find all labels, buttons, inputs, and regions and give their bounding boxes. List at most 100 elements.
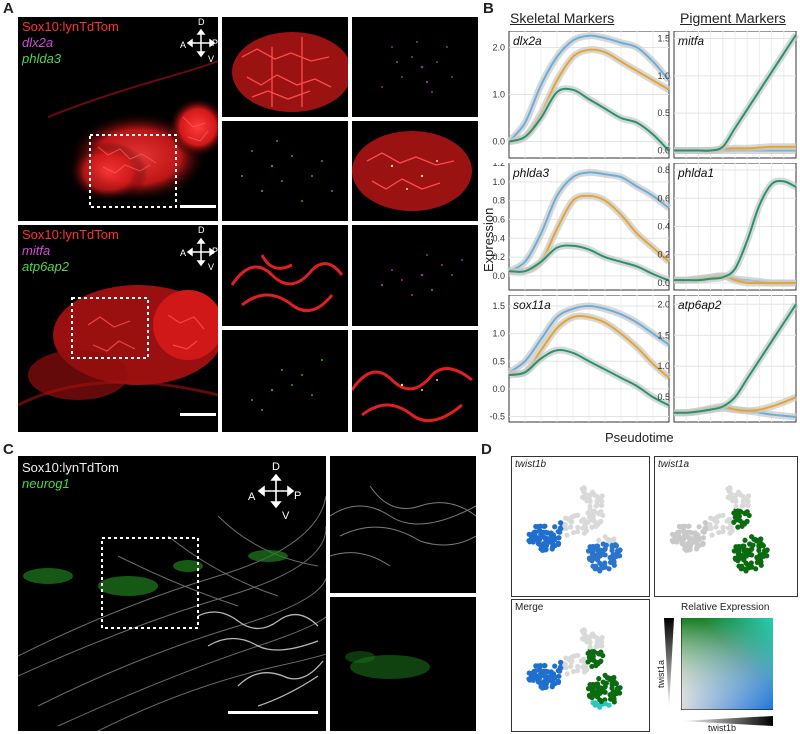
plot-title: sox11a	[513, 298, 551, 312]
micrograph-a-top-main	[18, 17, 218, 221]
umap-point	[616, 548, 623, 554]
umap-point	[596, 547, 603, 553]
umap-point	[756, 542, 762, 549]
umap-point	[541, 673, 548, 679]
compass-d-2: D	[198, 225, 205, 235]
y-tick-label: 0.0	[492, 271, 505, 281]
umap-point	[526, 670, 532, 676]
umap-point	[764, 553, 770, 559]
compass-v: V	[208, 54, 215, 64]
umap-point	[758, 558, 764, 565]
umap-point	[760, 543, 766, 549]
umap-point	[590, 653, 596, 659]
wedge-horizontal-icon	[681, 716, 773, 726]
series-line-orange	[673, 274, 796, 285]
umap-point	[717, 513, 723, 519]
umap-point	[730, 497, 736, 503]
compass-c	[256, 468, 296, 512]
label-atp6ap2: atp6ap2	[22, 259, 69, 274]
inset-magenta-image	[352, 17, 478, 117]
umap-point	[599, 493, 605, 499]
compass-arrows-icon	[186, 237, 216, 267]
umap-point	[580, 516, 587, 522]
umap-point	[543, 529, 549, 535]
umap-point	[617, 690, 623, 696]
umap-point	[589, 694, 595, 701]
umap-title-twist1b: twist1b	[515, 459, 547, 470]
y-tick-label: 1.5	[657, 330, 670, 340]
umap-point	[733, 544, 739, 550]
confidence-band-blue	[673, 272, 796, 287]
umap-point	[600, 541, 606, 547]
umap-point	[570, 529, 577, 536]
umap-point	[542, 541, 548, 548]
umap-point	[602, 552, 608, 558]
umap-point	[604, 675, 610, 681]
series-line-orange	[508, 194, 670, 273]
label-phlda3: phlda3	[22, 51, 62, 66]
umap-point	[575, 664, 581, 670]
umap-point	[714, 519, 720, 525]
micrograph-a-bottom-image	[18, 285, 218, 416]
confidence-band-green	[508, 242, 671, 284]
compass-a-2: A	[180, 248, 187, 258]
ylabel-expression: Expression	[481, 207, 496, 272]
umap-point	[585, 659, 591, 665]
umap-point	[550, 537, 557, 543]
umap-point	[691, 539, 697, 545]
y-tick-label: 1.0	[492, 329, 505, 339]
confidence-band-green	[673, 177, 798, 284]
pseudotime-plot-atp6ap2: 0.5 1.0 1.5 2.0 atp6ap2	[657, 295, 799, 423]
label-sox10-c: Sox10:lynTdTom	[22, 460, 119, 475]
umap-twist1b-plot	[526, 485, 623, 574]
umap-point	[731, 519, 737, 525]
umap-point	[581, 627, 587, 633]
umap-point	[599, 639, 605, 645]
umap-point	[591, 649, 597, 655]
inset-a-bottom-red	[222, 225, 348, 326]
inset-green-image	[222, 121, 348, 221]
umap-point	[753, 566, 759, 572]
umap-point	[581, 485, 587, 491]
umap-point	[596, 537, 602, 543]
umap-point	[599, 634, 605, 641]
umap-point	[593, 681, 599, 687]
umap-point	[533, 663, 539, 669]
umap-point	[571, 653, 578, 659]
confidence-band-orange	[508, 312, 672, 381]
compass-arrows-icon	[186, 28, 216, 58]
umap-point	[611, 558, 617, 565]
umap-point	[589, 558, 595, 564]
umap-point	[533, 523, 539, 530]
header-skeletal-markers: Skeletal Markers	[510, 10, 615, 26]
umap-point	[600, 512, 606, 519]
umap-point	[669, 537, 675, 544]
umap-point	[542, 679, 548, 686]
series-line-green	[508, 348, 670, 407]
umap-point	[716, 529, 722, 536]
micrograph-a-bottom-main	[18, 225, 218, 432]
label-sox10-a-top: Sox10:lynTdTom	[22, 19, 119, 34]
series-line-green	[673, 179, 797, 282]
compass-p-2: P	[212, 246, 219, 256]
umap-point	[556, 535, 562, 541]
umap-point	[585, 686, 592, 692]
plot-frame	[673, 31, 797, 159]
series-line-green	[508, 87, 670, 152]
inset-green-image	[222, 330, 348, 432]
y-tick-label: 0.0	[492, 137, 505, 147]
umap-point	[616, 685, 623, 691]
y-tick-label: 0.8	[492, 196, 505, 206]
y-tick-label: 1.0	[492, 177, 505, 187]
y-tick-label: 0.5	[492, 356, 505, 366]
umap-point	[735, 489, 742, 495]
umap-point	[591, 518, 597, 524]
plot-frame	[508, 295, 670, 423]
umap-point	[568, 663, 574, 669]
panel-label-c: C	[3, 441, 14, 458]
series-line-orange	[508, 48, 670, 143]
bivariate-legend-square	[680, 618, 773, 711]
series-line-blue	[673, 274, 796, 285]
umap-point	[742, 566, 748, 572]
umap-point	[613, 681, 619, 687]
